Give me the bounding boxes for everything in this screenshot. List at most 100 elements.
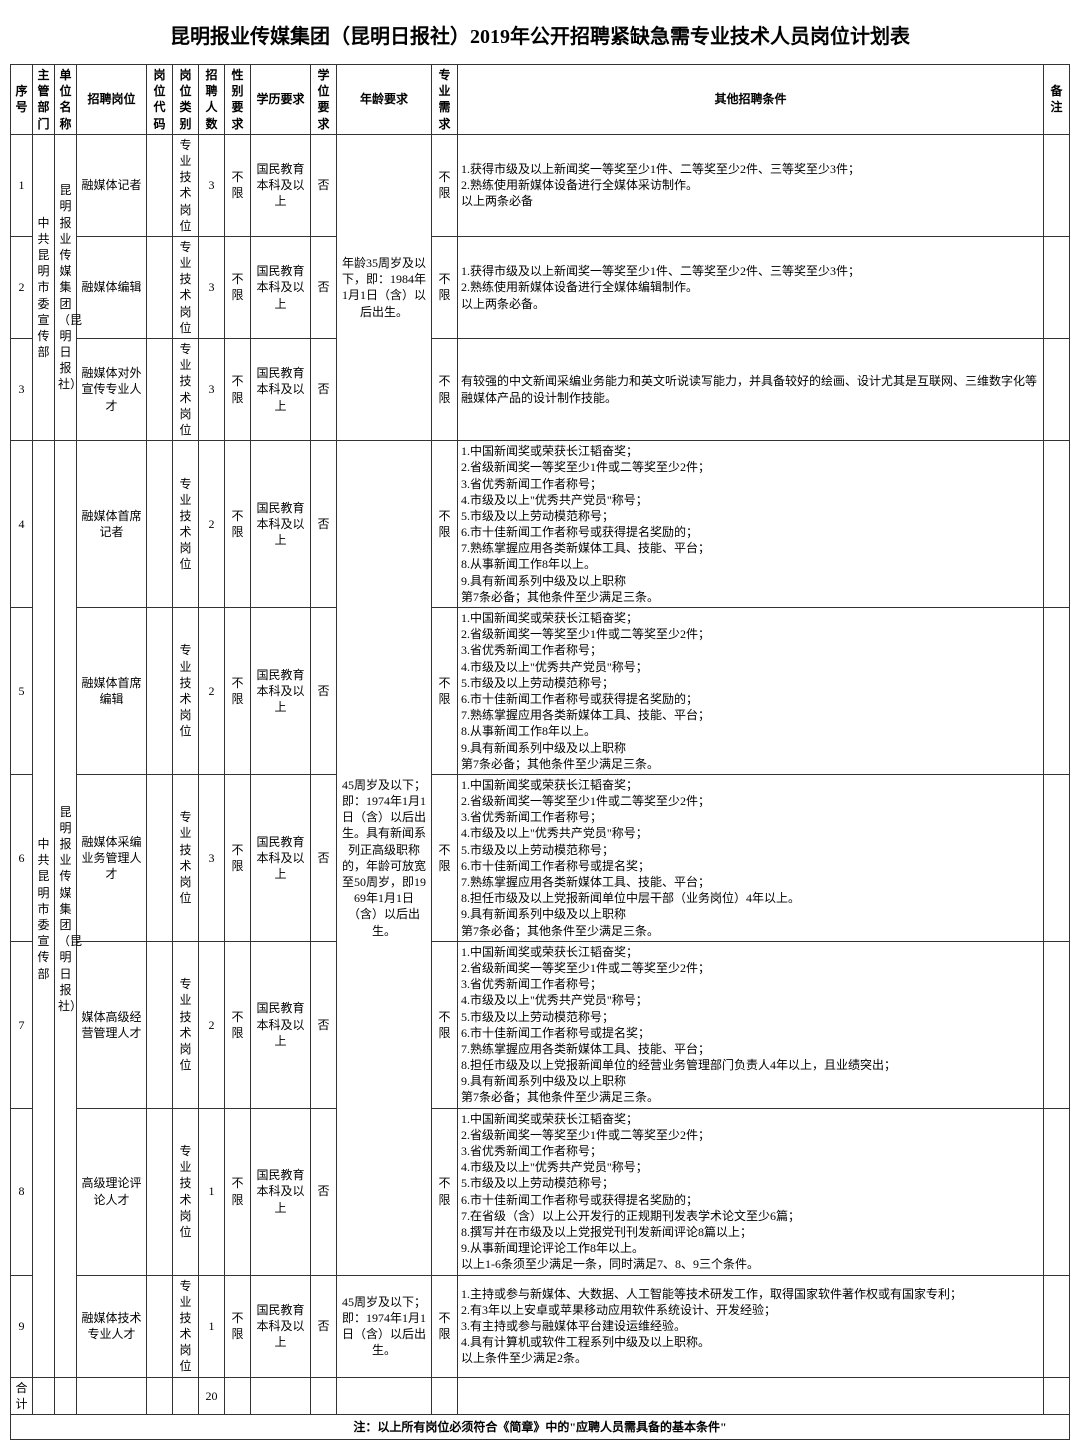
cell-age: 45周岁及以下；即：1974年1月1日（含）以后出生。: [337, 1275, 432, 1377]
cell-count: 2: [199, 608, 225, 775]
cell-major: 不限: [432, 134, 458, 236]
cell-other: 1.中国新闻奖或荣获长江韬奋奖； 2.省级新闻奖一等奖至少1件或二等奖至少2件；…: [458, 608, 1044, 775]
cell-edu: 国民教育本科及以上: [251, 1275, 311, 1377]
cell-code: [147, 608, 173, 775]
cell-dept: 中共昆明市委宣传部: [33, 134, 55, 440]
h-code: 岗位代码: [147, 65, 173, 135]
cell-type: 专业技术岗位: [173, 236, 199, 338]
cell-degree: 否: [311, 774, 337, 941]
h-other: 其他招聘条件: [458, 65, 1044, 135]
total-label: 合计: [11, 1377, 33, 1414]
table-row: 6 融媒体采编业务管理人才 专业技术岗位 3 不限 国民教育本科及以上 否 不限…: [11, 774, 1070, 941]
cell-gender: 不限: [225, 941, 251, 1108]
h-age: 年龄要求: [337, 65, 432, 135]
cell-pos: 融媒体技术专业人才: [77, 1275, 147, 1377]
h-edu: 学历要求: [251, 65, 311, 135]
cell-gender: 不限: [225, 441, 251, 608]
cell-note: [1044, 1108, 1070, 1275]
total-row: 合计 20: [11, 1377, 1070, 1414]
cell-code: [147, 134, 173, 236]
h-gender: 性别要求: [225, 65, 251, 135]
cell-degree: 否: [311, 339, 337, 441]
cell-edu: 国民教育本科及以上: [251, 236, 311, 338]
cell-other: 1.中国新闻奖或荣获长江韬奋奖； 2.省级新闻奖一等奖至少1件或二等奖至少2件；…: [458, 774, 1044, 941]
cell-count: 1: [199, 1275, 225, 1377]
cell-type: 专业技术岗位: [173, 608, 199, 775]
cell-code: [147, 941, 173, 1108]
cell-seq: 9: [11, 1275, 33, 1377]
cell-other: 1.中国新闻奖或荣获长江韬奋奖； 2.省级新闻奖一等奖至少1件或二等奖至少2件；…: [458, 441, 1044, 608]
cell-major: 不限: [432, 236, 458, 338]
cell-type: 专业技术岗位: [173, 134, 199, 236]
table-row: 5 融媒体首席编辑 专业技术岗位 2 不限 国民教育本科及以上 否 不限 1.中…: [11, 608, 1070, 775]
cell-edu: 国民教育本科及以上: [251, 608, 311, 775]
cell-pos: 融媒体记者: [77, 134, 147, 236]
cell-code: [147, 441, 173, 608]
cell-other: 有较强的中文新闻采编业务能力和英文听说读写能力，并具备较好的绘画、设计尤其是互联…: [458, 339, 1044, 441]
table-row: 2 融媒体编辑 专业技术岗位 3 不限 国民教育本科及以上 否 不限 1.获得市…: [11, 236, 1070, 338]
total-count: 20: [199, 1377, 225, 1414]
cell-seq: 8: [11, 1108, 33, 1275]
cell-other: 1.中国新闻奖或荣获长江韬奋奖； 2.省级新闻奖一等奖至少1件或二等奖至少2件；…: [458, 1108, 1044, 1275]
cell-other: 1.获得市级及以上新闻奖一等奖至少1件、二等奖至少2件、三等奖至少3件； 2.熟…: [458, 134, 1044, 236]
cell-major: 不限: [432, 1108, 458, 1275]
cell-type: 专业技术岗位: [173, 941, 199, 1108]
cell-count: 1: [199, 1108, 225, 1275]
h-pos: 招聘岗位: [77, 65, 147, 135]
cell-note: [1044, 339, 1070, 441]
cell-major: 不限: [432, 608, 458, 775]
cell-note: [1044, 608, 1070, 775]
cell-code: [147, 1275, 173, 1377]
cell-count: 2: [199, 441, 225, 608]
table-row: 4 中共昆明市委宣传部 昆明报业传媒集团（昆明日报社） 融媒体首席记者 专业技术…: [11, 441, 1070, 608]
h-degree: 学位要求: [311, 65, 337, 135]
cell-seq: 2: [11, 236, 33, 338]
h-dept: 主管部门: [33, 65, 55, 135]
cell-degree: 否: [311, 941, 337, 1108]
h-count: 招聘人数: [199, 65, 225, 135]
cell-degree: 否: [311, 236, 337, 338]
cell-edu: 国民教育本科及以上: [251, 1108, 311, 1275]
cell-unit: 昆明报业传媒集团（昆明日报社）: [55, 134, 77, 440]
cell-pos: 融媒体采编业务管理人才: [77, 774, 147, 941]
table-row: 7 媒体高级经营管理人才 专业技术岗位 2 不限 国民教育本科及以上 否 不限 …: [11, 941, 1070, 1108]
cell-code: [147, 339, 173, 441]
h-seq: 序号: [11, 65, 33, 135]
cell-unit: 昆明报业传媒集团（昆明日报社）: [55, 441, 77, 1378]
cell-degree: 否: [311, 134, 337, 236]
footnote: 注：以上所有岗位必须符合《简章》中的"应聘人员需具备的基本条件": [11, 1415, 1070, 1440]
cell-count: 3: [199, 236, 225, 338]
cell-seq: 3: [11, 339, 33, 441]
cell-major: 不限: [432, 1275, 458, 1377]
table-row: 9 融媒体技术专业人才 专业技术岗位 1 不限 国民教育本科及以上 否 45周岁…: [11, 1275, 1070, 1377]
cell-gender: 不限: [225, 339, 251, 441]
cell-note: [1044, 441, 1070, 608]
cell-code: [147, 1108, 173, 1275]
cell-degree: 否: [311, 441, 337, 608]
cell-count: 3: [199, 339, 225, 441]
cell-type: 专业技术岗位: [173, 1108, 199, 1275]
footnote-row: 注：以上所有岗位必须符合《简章》中的"应聘人员需具备的基本条件": [11, 1415, 1070, 1440]
cell-gender: 不限: [225, 774, 251, 941]
h-major: 专业需求: [432, 65, 458, 135]
cell-type: 专业技术岗位: [173, 1275, 199, 1377]
cell-dept: 中共昆明市委宣传部: [33, 441, 55, 1378]
cell-pos: 融媒体对外宣传专业人才: [77, 339, 147, 441]
cell-edu: 国民教育本科及以上: [251, 941, 311, 1108]
cell-pos: 媒体高级经营管理人才: [77, 941, 147, 1108]
h-note: 备注: [1044, 65, 1070, 135]
cell-age: 45周岁及以下；即：1974年1月1日（含）以后出生。具有新闻系列正高级职称的，…: [337, 441, 432, 1275]
cell-seq: 5: [11, 608, 33, 775]
cell-note: [1044, 1275, 1070, 1377]
cell-age: 年龄35周岁及以下，即：1984年1月1日（含）以后出生。: [337, 134, 432, 440]
page-title: 昆明报业传媒集团（昆明日报社）2019年公开招聘紧缺急需专业技术人员岗位计划表: [10, 20, 1070, 49]
cell-other: 1.获得市级及以上新闻奖一等奖至少1件、二等奖至少2件、三等奖至少3件； 2.熟…: [458, 236, 1044, 338]
cell-degree: 否: [311, 608, 337, 775]
cell-other: 1.中国新闻奖或荣获长江韬奋奖； 2.省级新闻奖一等奖至少1件或二等奖至少2件；…: [458, 941, 1044, 1108]
cell-gender: 不限: [225, 236, 251, 338]
cell-seq: 6: [11, 774, 33, 941]
table-row: 3 融媒体对外宣传专业人才 专业技术岗位 3 不限 国民教育本科及以上 否 不限…: [11, 339, 1070, 441]
job-table: 序号 主管部门 单位名称 招聘岗位 岗位代码 岗位类别 招聘人数 性别要求 学历…: [10, 64, 1070, 1440]
cell-edu: 国民教育本科及以上: [251, 134, 311, 236]
cell-major: 不限: [432, 339, 458, 441]
